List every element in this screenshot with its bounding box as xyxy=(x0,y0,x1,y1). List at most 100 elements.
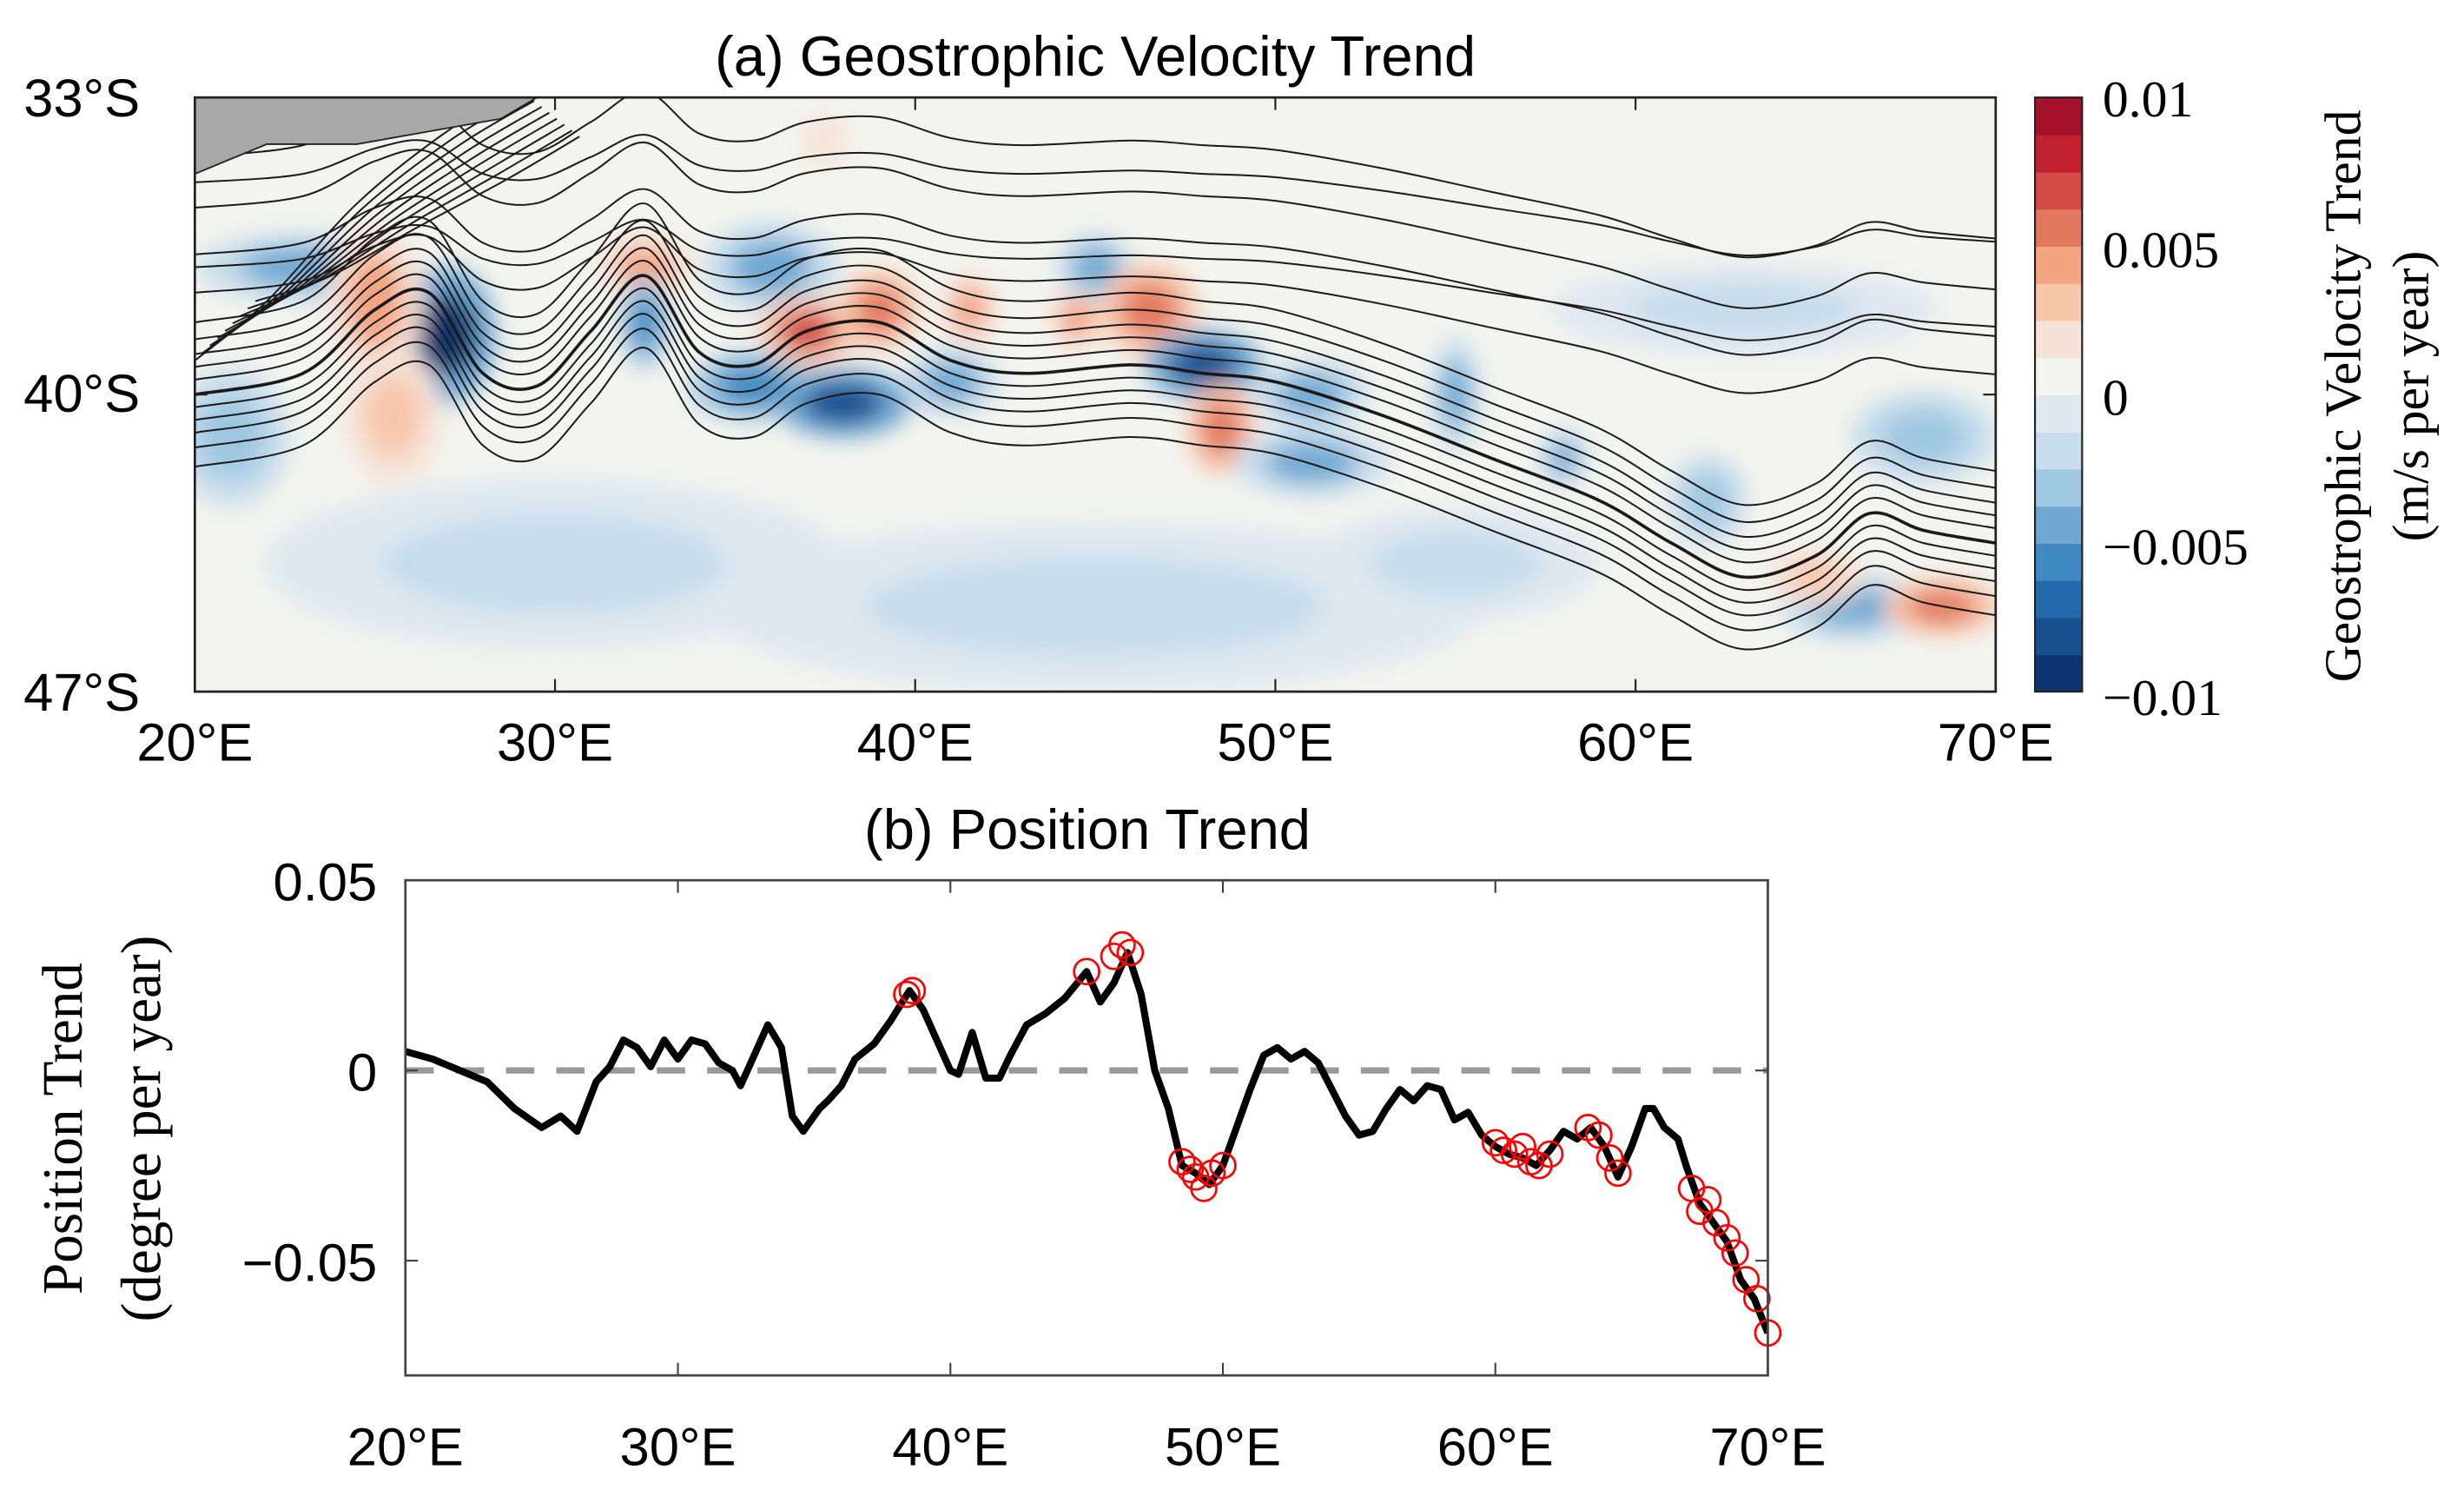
map-x-tick-label: 50°E xyxy=(1217,713,1333,773)
contour-line xyxy=(195,247,1996,551)
colorbar-level xyxy=(2035,209,2083,248)
y-tick-label-40S: 40°S xyxy=(23,364,140,424)
contour-line xyxy=(195,226,1996,394)
contour-line xyxy=(240,123,565,317)
contour-line xyxy=(195,202,1996,507)
contour-line xyxy=(195,328,1996,632)
trend-anomaly xyxy=(1168,344,1239,386)
colorbar-swatches xyxy=(2035,97,2083,692)
y-tick-label-0.05: 0.05 xyxy=(274,853,378,913)
line-x-tick-label: 70°E xyxy=(1709,1417,1826,1477)
significant-point-marker xyxy=(1743,1285,1771,1313)
map-title: (a) Geostrophic Velocity Trend xyxy=(715,24,1476,88)
colorbar-level xyxy=(2035,357,2083,396)
colorbar-tick-neg0.005: −0.005 xyxy=(2103,519,2249,576)
trend-anomaly xyxy=(1277,374,1346,415)
colorbar-level xyxy=(2035,282,2083,321)
trend-anomaly xyxy=(1787,559,1845,594)
significant-point-marker xyxy=(1536,1140,1564,1169)
trend-anomaly xyxy=(1060,297,1095,339)
significance-markers xyxy=(893,930,1782,1347)
colorbar-label: Geostrophic Velocity Trend xyxy=(2315,109,2372,682)
colorbar-level xyxy=(2035,543,2083,581)
trend-anomaly xyxy=(616,247,674,288)
trend-anomaly xyxy=(1369,530,1542,599)
map-frame xyxy=(193,96,1998,693)
trend-anomaly xyxy=(864,555,1326,659)
y-axis-units: (degree per year) xyxy=(111,936,174,1322)
colorbar-level xyxy=(2035,320,2083,359)
significant-point-marker xyxy=(1585,1121,1613,1149)
panel-a-map: (a) Geostrophic Velocity Trend 33°S 40°S… xyxy=(23,24,2054,773)
significant-point-marker xyxy=(1209,1151,1237,1180)
trend-anomaly xyxy=(631,295,660,350)
colorbar-frame xyxy=(2033,96,2084,693)
contour-line xyxy=(195,219,1996,523)
colorbar-tick-0.005: 0.005 xyxy=(2103,222,2219,279)
map-x-tick-label: 70°E xyxy=(1938,713,2054,773)
contour-line xyxy=(195,234,1996,539)
significant-point-marker xyxy=(1168,1148,1196,1176)
y-axis-label: Position Trend xyxy=(32,963,95,1294)
line-chart-x-tick-labels: 20°E 30°E 40°E 50°E 60°E 70°E xyxy=(347,1417,1827,1477)
y-tick-label-0: 0 xyxy=(347,1043,377,1103)
colorbar-level xyxy=(2035,431,2083,470)
map-x-tick-labels: 20°E 30°E 40°E 50°E 60°E 70°E xyxy=(136,713,2053,773)
map-x-tick-label: 20°E xyxy=(136,713,253,773)
trend-anomaly xyxy=(1628,282,1860,337)
colorbar-units: (m/s per year) xyxy=(2381,251,2439,542)
colorbar-level xyxy=(2035,654,2083,692)
line-x-tick-label: 40°E xyxy=(892,1417,1008,1477)
significant-point-marker xyxy=(1595,1144,1624,1172)
y-tick-label-47S: 47°S xyxy=(23,663,140,723)
colorbar-level xyxy=(2035,394,2083,433)
contour-line xyxy=(195,188,1996,356)
contour-line xyxy=(195,287,1996,592)
contour-line xyxy=(195,134,1996,256)
contour-line xyxy=(195,274,1996,579)
colorbar-level xyxy=(2035,579,2083,619)
trend-anomaly xyxy=(381,513,729,616)
significant-point-marker xyxy=(1073,957,1100,986)
colorbar-level xyxy=(2035,171,2083,210)
significant-point-marker xyxy=(1500,1140,1529,1169)
colorbar: 0.01 0.005 0 −0.005 −0.01 Geostrophic Ve… xyxy=(2033,70,2439,726)
colorbar-level xyxy=(2035,617,2083,656)
contour-line xyxy=(195,141,1996,309)
significant-point-marker xyxy=(1190,1175,1218,1202)
contour-line xyxy=(195,300,1996,604)
significant-point-marker xyxy=(898,977,927,1005)
velocity-trend-field xyxy=(195,97,1996,692)
contour-line xyxy=(195,97,1996,259)
significant-point-marker xyxy=(1509,1132,1536,1161)
line-x-tick-label: 50°E xyxy=(1165,1417,1281,1477)
colorbar-level xyxy=(2035,134,2083,173)
position-trend-line xyxy=(405,949,1768,1334)
contour-lines xyxy=(195,97,1996,651)
land-mask xyxy=(195,97,539,175)
trend-anomaly xyxy=(1880,409,1967,465)
contour-line xyxy=(195,218,1996,341)
line-chart-frame xyxy=(404,878,1769,1377)
trend-anomaly xyxy=(1441,361,1470,429)
colorbar-level xyxy=(2035,506,2083,545)
colorbar-tick-neg0.01: −0.01 xyxy=(2103,669,2223,726)
trend-anomaly xyxy=(364,374,422,457)
significant-point-marker xyxy=(893,980,921,1009)
map-x-tick-label: 40°E xyxy=(857,713,974,773)
significant-point-marker xyxy=(1713,1223,1741,1252)
significant-point-marker xyxy=(1108,930,1136,959)
y-tick-label-neg0.05: −0.05 xyxy=(242,1234,378,1294)
contour-line xyxy=(247,129,573,310)
contour-line xyxy=(254,136,580,302)
trend-anomaly xyxy=(952,286,987,334)
contour-line xyxy=(195,313,1996,617)
line-chart-title: (b) Position Trend xyxy=(864,798,1311,861)
line-x-tick-label: 60°E xyxy=(1437,1417,1554,1477)
line-x-tick-label: 30°E xyxy=(620,1417,737,1477)
colorbar-level xyxy=(2035,97,2083,136)
colorbar-level xyxy=(2035,468,2083,507)
trend-anomaly xyxy=(730,240,812,295)
